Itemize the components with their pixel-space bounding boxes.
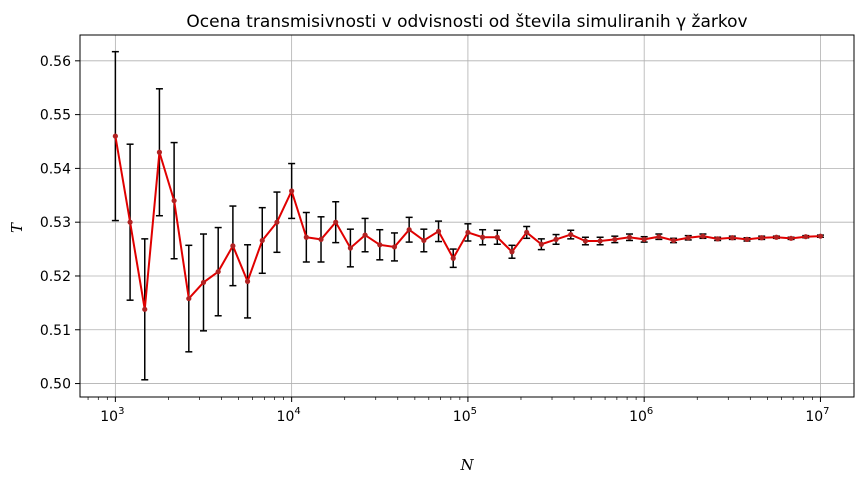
data-point bbox=[494, 234, 500, 240]
y-gridlines bbox=[80, 60, 854, 384]
x-tick-exponent: 7 bbox=[823, 406, 829, 417]
chart-title: Ocena transmisivnosti v odvisnosti od št… bbox=[186, 12, 747, 32]
data-point bbox=[568, 231, 574, 238]
data-point bbox=[773, 234, 779, 240]
data-point bbox=[347, 245, 353, 251]
data-point bbox=[788, 235, 794, 241]
y-tick-label: 0.55 bbox=[40, 108, 71, 124]
data-points bbox=[112, 133, 824, 312]
data-point bbox=[333, 219, 339, 225]
data-point bbox=[259, 237, 265, 244]
data-point bbox=[626, 234, 633, 240]
data-point bbox=[715, 236, 721, 242]
data-point bbox=[803, 234, 809, 240]
data-point bbox=[817, 233, 824, 239]
data-point bbox=[362, 232, 368, 238]
y-tick-label: 0.50 bbox=[40, 377, 71, 393]
x-tick-exponent: 5 bbox=[471, 406, 477, 417]
x-tick-base: 10 bbox=[100, 409, 118, 425]
y-axis: 0.50 0.51 0.52 0.53 0.54 0.55 0.56 bbox=[40, 54, 80, 393]
x-tick-exponent: 3 bbox=[118, 406, 124, 417]
y-tick-label: 0.54 bbox=[40, 161, 71, 177]
data-point bbox=[377, 242, 383, 248]
data-point bbox=[244, 278, 251, 284]
data-point bbox=[391, 244, 398, 250]
data-point bbox=[289, 188, 295, 194]
x-axis: 103 104 105 106 107 bbox=[87, 397, 830, 425]
y-tick-label: 0.56 bbox=[40, 54, 71, 70]
data-point bbox=[303, 234, 309, 240]
data-point bbox=[112, 133, 118, 139]
data-point bbox=[759, 235, 765, 241]
data-point bbox=[127, 219, 133, 225]
x-tick-base: 10 bbox=[805, 409, 823, 425]
data-point bbox=[421, 237, 427, 244]
data-point bbox=[656, 234, 662, 240]
y-axis-label: T bbox=[8, 222, 26, 233]
x-tick-exponent: 4 bbox=[294, 406, 300, 417]
x-tick-base: 10 bbox=[629, 409, 647, 425]
data-point bbox=[553, 236, 559, 242]
data-point bbox=[142, 306, 148, 312]
x-tick-base: 10 bbox=[453, 409, 471, 425]
data-point bbox=[685, 235, 691, 241]
data-point bbox=[729, 235, 735, 241]
x-tick-exponent: 6 bbox=[647, 406, 653, 417]
x-axis-label: N bbox=[459, 456, 474, 474]
data-point bbox=[744, 236, 750, 242]
data-point bbox=[186, 295, 192, 302]
data-point bbox=[200, 279, 207, 286]
x-tick-label: 107 bbox=[805, 406, 829, 425]
data-point bbox=[406, 227, 412, 233]
y-tick-label: 0.52 bbox=[40, 269, 71, 285]
data-point bbox=[509, 249, 515, 255]
data-point bbox=[524, 229, 530, 236]
data-point bbox=[538, 241, 544, 247]
data-point bbox=[700, 233, 706, 239]
x-tick-label: 105 bbox=[453, 406, 477, 425]
y-tick-label: 0.51 bbox=[40, 323, 71, 339]
plot-area bbox=[79, 34, 855, 398]
data-point bbox=[274, 219, 280, 225]
x-tick-label: 103 bbox=[100, 406, 124, 425]
data-point bbox=[450, 255, 456, 261]
x-tick-label: 104 bbox=[277, 406, 301, 425]
data-point bbox=[230, 243, 236, 249]
data-point bbox=[435, 228, 442, 234]
data-point bbox=[670, 237, 677, 244]
data-point bbox=[465, 229, 471, 236]
data-point bbox=[318, 236, 324, 242]
x-tick-label: 106 bbox=[629, 406, 653, 425]
data-point bbox=[171, 198, 177, 204]
data-point bbox=[156, 149, 163, 155]
x-tick-base: 10 bbox=[277, 409, 295, 425]
data-point bbox=[479, 234, 486, 240]
data-point bbox=[612, 236, 618, 242]
plot-background bbox=[80, 35, 854, 397]
data-point bbox=[597, 238, 603, 244]
y-tick-label: 0.53 bbox=[40, 215, 71, 231]
data-point bbox=[215, 269, 221, 275]
plot-frame bbox=[79, 34, 855, 398]
data-point bbox=[582, 238, 589, 244]
data-point bbox=[641, 236, 647, 242]
